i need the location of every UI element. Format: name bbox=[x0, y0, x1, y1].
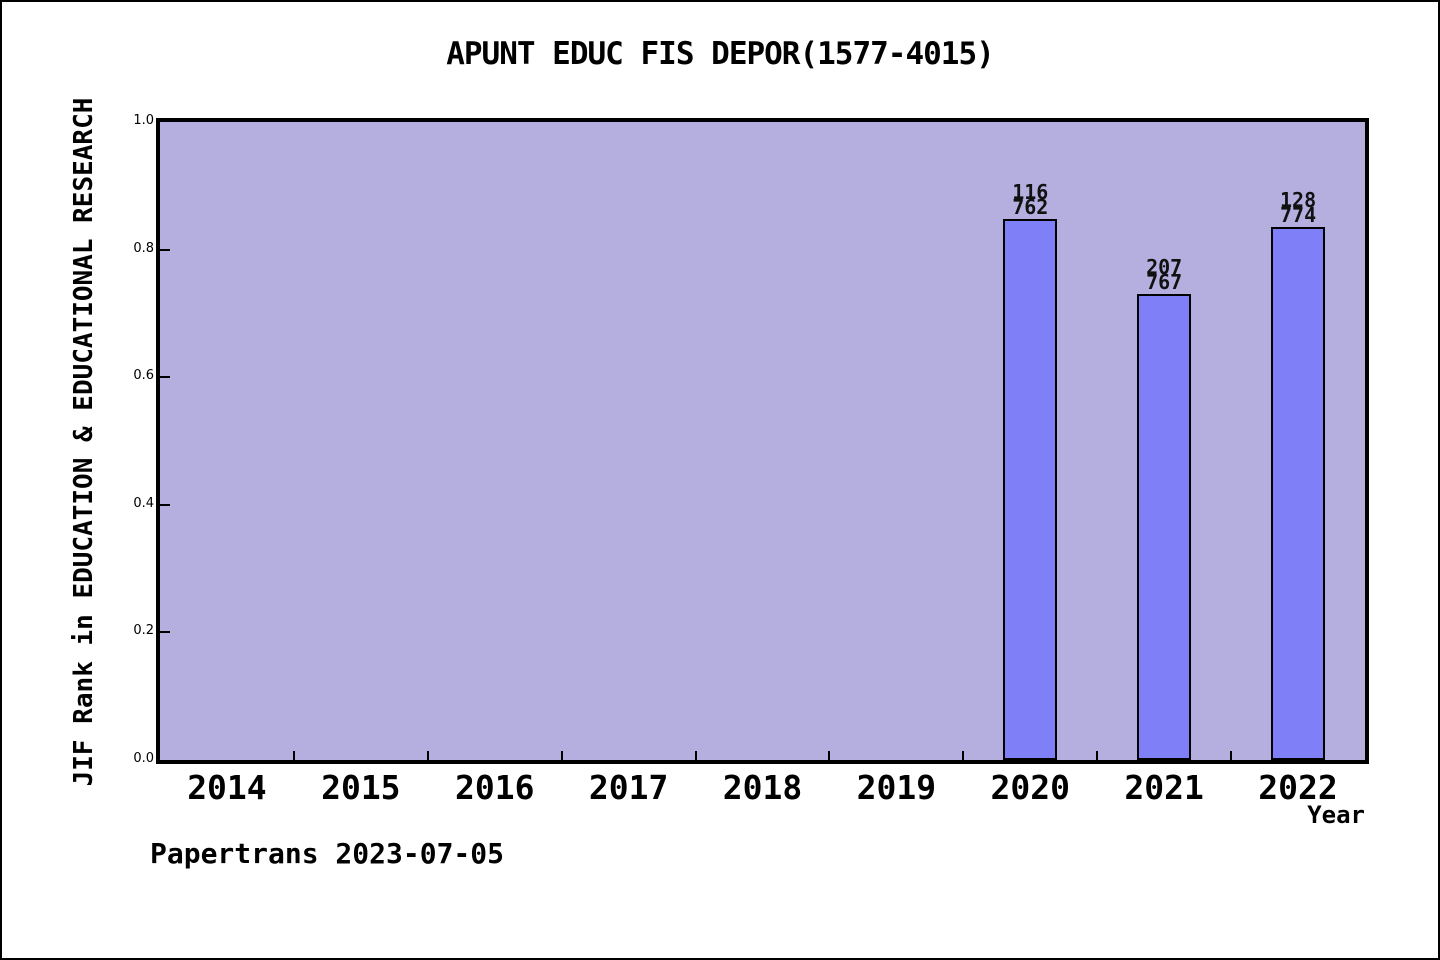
x-tick-mark bbox=[1230, 751, 1233, 760]
bar-value-label: 207 767 bbox=[1119, 255, 1209, 295]
x-tick-label: 2019 bbox=[856, 768, 937, 807]
bar-total-value: 762 bbox=[1012, 194, 1049, 219]
y-tick-mark bbox=[160, 248, 170, 251]
bar-rank-value: 207 bbox=[1146, 255, 1183, 280]
y-tick-label: 0.8 bbox=[133, 240, 154, 256]
x-tick-mark bbox=[1096, 751, 1099, 760]
x-tick-mark bbox=[560, 751, 563, 760]
y-tick-label: 0.6 bbox=[133, 368, 154, 384]
bar-total-value: 774 bbox=[1279, 203, 1317, 228]
x-tick-label: 2017 bbox=[588, 768, 669, 807]
x-tick-mark bbox=[962, 751, 965, 760]
y-tick-mark bbox=[160, 631, 170, 634]
x-tick-label: 2021 bbox=[1124, 768, 1204, 807]
x-tick-mark bbox=[292, 751, 295, 760]
bar-total-value: 767 bbox=[1146, 270, 1183, 295]
bar-rank-value: 128 bbox=[1279, 188, 1317, 213]
x-tick-label: 2014 bbox=[187, 768, 267, 807]
y-tick-label: 0.4 bbox=[133, 495, 154, 511]
chart-title: APUNT EDUC FIS DEPOR(1577-4015) bbox=[446, 36, 995, 72]
x-tick-mark bbox=[426, 751, 429, 760]
bar bbox=[1003, 218, 1058, 760]
x-axis-label: Year bbox=[1307, 801, 1365, 829]
y-tick-label: 1.0 bbox=[133, 113, 154, 128]
bar bbox=[1137, 294, 1192, 760]
bar-value-label: 128 774 bbox=[1253, 188, 1343, 228]
x-tick-label: 2018 bbox=[722, 768, 803, 807]
y-axis-label: JIF Rank in EDUCATION & EDUCATIONAL RESE… bbox=[69, 97, 99, 787]
x-tick-label: 2022 bbox=[1258, 768, 1338, 807]
bar-rank-value: 116 bbox=[1012, 179, 1049, 204]
x-tick-label: 2015 bbox=[321, 768, 401, 807]
x-tick-mark bbox=[828, 751, 831, 760]
y-tick-mark bbox=[160, 376, 170, 379]
watermark-text: Papertrans 2023-07-05 bbox=[150, 837, 505, 870]
y-tick-label: 0.2 bbox=[133, 623, 154, 639]
bar-value-label: 116 762 bbox=[985, 179, 1075, 219]
x-tick-mark bbox=[694, 751, 697, 760]
y-tick-label: 0.0 bbox=[133, 751, 154, 766]
x-tick-label: 2016 bbox=[454, 768, 535, 807]
y-tick-mark bbox=[160, 503, 170, 506]
bar bbox=[1271, 227, 1326, 760]
x-tick-label: 2020 bbox=[990, 768, 1070, 807]
